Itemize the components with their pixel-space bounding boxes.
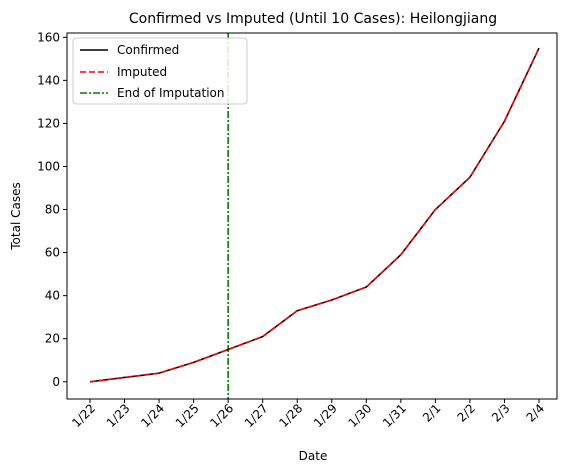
legend-label-end-of-imputation: End of Imputation (117, 86, 225, 100)
x-tick-label: 2/1 (420, 401, 444, 425)
x-tick-label: 1/27 (242, 401, 271, 430)
y-tick-label: 40 (45, 289, 60, 303)
x-axis-label: Date (299, 449, 328, 463)
x-tick-label: 1/31 (380, 401, 409, 430)
plot-frame (66, 32, 558, 400)
x-tick-label: 1/30 (345, 401, 374, 430)
x-tick-label: 1/22 (69, 401, 98, 430)
x-tick-label: 1/29 (311, 401, 340, 430)
y-axis: 0 20 40 60 80 100 120 140 160 (37, 30, 67, 389)
legend-box (72, 37, 248, 105)
x-axis: 1/22 1/23 1/24 1/25 1/26 1/27 1/28 1/29 1/30 1/31… (69, 399, 547, 430)
x-tick-label: 1/26 (207, 401, 236, 430)
x-tick-label: 2/2 (454, 401, 478, 425)
y-axis-label: Total Cases (9, 182, 23, 250)
legend: Confirmed Imputed End of Imputation (72, 37, 248, 105)
series-line-imputed (89, 47, 540, 383)
legend-label-confirmed: Confirmed (117, 43, 179, 57)
y-tick-label: 80 (45, 203, 60, 217)
legend-label-imputed: Imputed (117, 65, 167, 79)
y-tick-label: 100 (37, 159, 60, 173)
x-tick-label: 1/23 (104, 401, 133, 430)
chart-title: Confirmed vs Imputed (Until 10 Cases): H… (129, 11, 497, 27)
x-tick-label: 1/25 (173, 401, 202, 430)
x-tick-label: 1/24 (138, 401, 167, 430)
y-tick-label: 140 (37, 73, 60, 87)
y-tick-label: 20 (45, 332, 60, 346)
x-tick-label: 2/3 (489, 401, 513, 425)
y-tick-label: 120 (37, 116, 60, 130)
y-tick-label: 60 (45, 246, 60, 260)
x-tick-label: 1/28 (276, 401, 305, 430)
y-tick-label: 160 (37, 30, 60, 44)
x-tick-label: 2/4 (524, 401, 548, 425)
y-tick-label: 0 (52, 375, 60, 389)
